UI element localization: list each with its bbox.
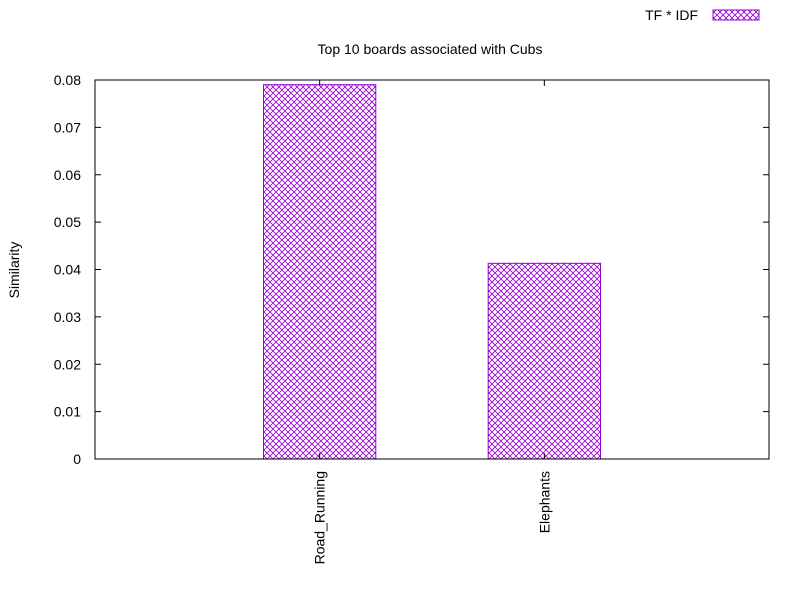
bars-group xyxy=(263,84,602,460)
y-tick-label: 0 xyxy=(73,451,81,467)
bar-road-running xyxy=(263,84,377,460)
legend-swatch xyxy=(712,9,760,21)
y-tick-label: 0.08 xyxy=(54,72,81,88)
ticks-group: Road_Running Elephants 0 0.01 0.02 0.03 0.04 0.… xyxy=(54,72,769,564)
chart-title: Top 10 boards associated with Cubs xyxy=(318,41,543,57)
y-tick-label: 0.07 xyxy=(54,119,81,135)
y-tick-label: 0.06 xyxy=(54,167,81,183)
y-axis-label: Similarity xyxy=(6,242,22,299)
legend: TF * IDF xyxy=(645,7,760,23)
x-tick-label: Elephants xyxy=(536,471,552,533)
y-tick-label: 0.05 xyxy=(54,214,81,230)
y-tick-label: 0.01 xyxy=(54,404,81,420)
plot-frame xyxy=(94,79,770,460)
legend-label: TF * IDF xyxy=(645,7,698,23)
y-tick-label: 0.04 xyxy=(54,262,81,278)
y-tick-label: 0.02 xyxy=(54,356,81,372)
y-tick-label: 0.03 xyxy=(54,309,81,325)
x-tick-label: Road_Running xyxy=(312,471,328,564)
bar-elephants xyxy=(487,262,602,460)
